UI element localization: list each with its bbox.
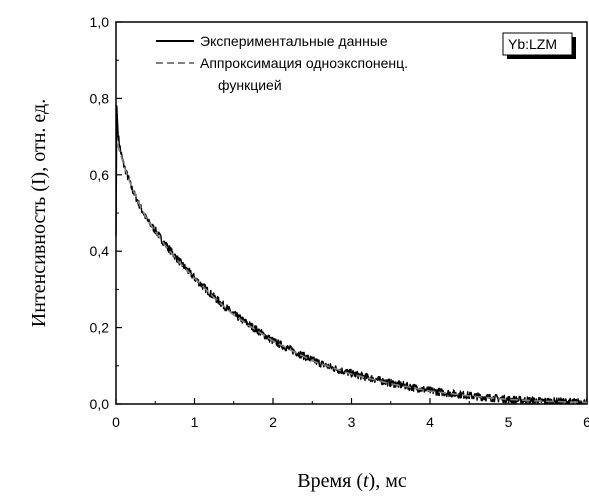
x-tick-label: 1 (191, 414, 199, 430)
series-lines (115, 105, 588, 405)
sample-badge: Yb:LZM (502, 32, 576, 59)
y-tick-label: 0,0 (90, 396, 110, 412)
y-tick-label: 0,6 (90, 167, 110, 183)
x-axis-title-part2: ), мс (369, 470, 407, 492)
x-tick-label: 6 (583, 414, 589, 430)
y-tick-label: 1,0 (90, 14, 110, 30)
series-line-experimental (115, 105, 588, 405)
y-tick-label: 0,8 (90, 90, 110, 106)
y-tick-label: 0,4 (90, 243, 110, 259)
x-tick-label: 4 (426, 414, 434, 430)
x-axis-title: Время (t), мс (297, 470, 407, 492)
series-line-fit (116, 143, 588, 404)
legend: Экспериментальные данные Аппроксимация о… (156, 33, 408, 93)
x-axis-title-part1: Время ( (297, 470, 363, 492)
x-axis-title-variable: t (363, 470, 369, 492)
y-axis-title: Интенсивность (I), отн. ед. (28, 99, 50, 327)
plot-area: 0 1 2 3 4 5 6 0,0 0,2 0,4 0,6 0,8 1,0 Эксперименталь… (90, 14, 589, 430)
legend-label-experimental: Экспериментальные данные (200, 33, 388, 49)
legend-label-fit-line1: Аппроксимация одноэкспоненц. (200, 55, 408, 71)
badge-box (502, 32, 573, 56)
y-tick-label: 0,2 (90, 320, 110, 336)
x-tick-label: 0 (112, 414, 120, 430)
x-tick-label: 2 (269, 414, 277, 430)
plot-frame (115, 21, 588, 405)
x-tick-label: 5 (505, 414, 513, 430)
legend-label-fit-line2: функцией (218, 77, 282, 93)
x-tick-label: 3 (348, 414, 356, 430)
badge-text: Yb:LZM (508, 36, 557, 52)
axis-ticks: 0 1 2 3 4 5 6 0,0 0,2 0,4 0,6 0,8 1,0 (90, 14, 589, 430)
